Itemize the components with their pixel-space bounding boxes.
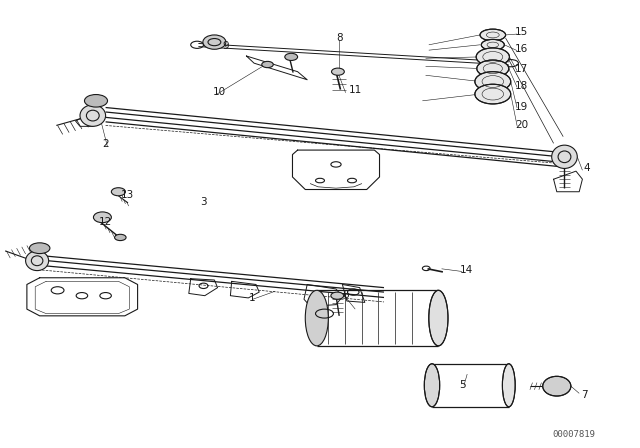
Ellipse shape: [115, 234, 126, 241]
Text: 6: 6: [342, 290, 349, 300]
Ellipse shape: [80, 105, 106, 126]
Ellipse shape: [552, 145, 577, 168]
Text: 3: 3: [200, 198, 206, 207]
Text: 5: 5: [460, 380, 466, 390]
Ellipse shape: [285, 53, 298, 60]
Ellipse shape: [26, 251, 49, 271]
Ellipse shape: [543, 376, 571, 396]
Ellipse shape: [424, 364, 440, 407]
Ellipse shape: [305, 290, 328, 346]
Ellipse shape: [481, 39, 504, 50]
Text: 13: 13: [120, 190, 134, 200]
Text: 20: 20: [515, 120, 529, 129]
Ellipse shape: [262, 61, 273, 68]
Ellipse shape: [480, 29, 506, 41]
Text: 11: 11: [349, 86, 362, 95]
Text: 18: 18: [515, 81, 529, 91]
Ellipse shape: [476, 48, 509, 66]
Text: 4: 4: [584, 163, 590, 173]
Ellipse shape: [84, 95, 108, 107]
Ellipse shape: [429, 290, 448, 346]
Ellipse shape: [502, 364, 515, 407]
Text: 12: 12: [99, 217, 113, 227]
Text: 17: 17: [515, 65, 529, 74]
Text: 2: 2: [102, 139, 109, 149]
Text: 8: 8: [336, 33, 342, 43]
Ellipse shape: [475, 84, 511, 104]
Text: 9: 9: [223, 41, 229, 51]
Text: 7: 7: [581, 390, 588, 400]
Ellipse shape: [111, 188, 125, 196]
Text: 10: 10: [212, 87, 226, 97]
Text: 15: 15: [515, 27, 529, 37]
Text: 14: 14: [460, 265, 473, 275]
Text: 16: 16: [515, 44, 529, 54]
Ellipse shape: [475, 72, 511, 91]
Ellipse shape: [332, 68, 344, 75]
Text: 1: 1: [248, 293, 255, 303]
Text: 00007819: 00007819: [552, 430, 595, 439]
Ellipse shape: [331, 292, 344, 299]
Ellipse shape: [477, 60, 509, 77]
Text: 19: 19: [515, 102, 529, 112]
Ellipse shape: [93, 212, 111, 223]
Ellipse shape: [203, 35, 226, 49]
Ellipse shape: [29, 243, 50, 254]
